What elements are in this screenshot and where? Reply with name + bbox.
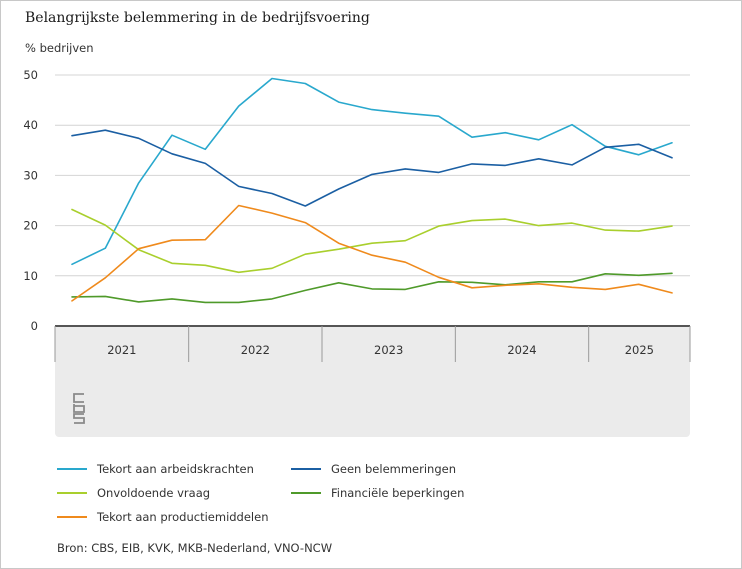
series-line-1 — [71, 77, 673, 266]
y-tick-label: 40 — [23, 118, 38, 132]
year-axis-band — [55, 326, 690, 437]
legend-swatch — [291, 492, 321, 494]
legend-item-onvoldoende-vraag: Onvoldoende vraag — [57, 486, 210, 500]
x-year-label: 2024 — [507, 343, 536, 357]
legend-item-geen-belemmeringen: Geen belemmeringen — [291, 462, 456, 476]
series-line-2 — [71, 129, 673, 207]
logo-letter-s — [73, 413, 85, 424]
legend-swatch — [57, 516, 87, 518]
logo-letter-b — [73, 404, 85, 413]
series-lines — [71, 77, 673, 304]
legend-swatch — [57, 492, 87, 494]
y-tick-label: 30 — [23, 168, 38, 182]
legend-label: Financiële beperkingen — [331, 486, 465, 500]
axis-band — [55, 326, 690, 437]
y-tick-label: 0 — [31, 319, 38, 333]
logo-letter-c — [73, 393, 84, 403]
legend-item-tekort-productiemiddelen: Tekort aan productiemiddelen — [57, 510, 269, 524]
legend-label: Onvoldoende vraag — [97, 486, 211, 500]
y-tick-label: 50 — [23, 68, 38, 82]
x-year-label: 2021 — [107, 343, 136, 357]
series-line-3 — [71, 208, 673, 274]
legend-swatch — [291, 468, 321, 470]
legend-item-tekort-arbeidskrachten: Tekort aan arbeidskrachten — [57, 462, 254, 476]
y-tick-label: 10 — [23, 269, 38, 283]
x-axis-year-labels: 2021 2022 2023 2024 2025 — [54, 326, 691, 362]
legend-label: Tekort aan arbeidskrachten — [97, 462, 254, 476]
x-year-label: 2023 — [374, 343, 403, 357]
legend-item-financiele-beperkingen: Financiële beperkingen — [291, 486, 464, 500]
cbs-logo-icon — [73, 393, 85, 424]
chart-title: Belangrijkste belemmering in de bedrijfs… — [25, 10, 370, 26]
series-line-5 — [71, 204, 673, 302]
y-axis-unit-label: % bedrijven — [25, 41, 94, 55]
x-year-label: 2025 — [625, 343, 654, 357]
y-axis-labels: 0 10 20 30 40 50 — [23, 68, 38, 333]
legend-label: Tekort aan productiemiddelen — [97, 510, 269, 524]
legend-swatch — [57, 468, 87, 470]
x-year-label: 2022 — [241, 343, 270, 357]
source-note: Bron: CBS, EIB, KVK, MKB-Nederland, VNO-… — [57, 541, 333, 555]
cbs-logo-mark — [73, 393, 85, 424]
gridlines — [55, 74, 690, 327]
series-line-4 — [71, 272, 673, 304]
legend-label: Geen belemmeringen — [331, 462, 457, 476]
y-tick-label: 20 — [23, 219, 38, 233]
